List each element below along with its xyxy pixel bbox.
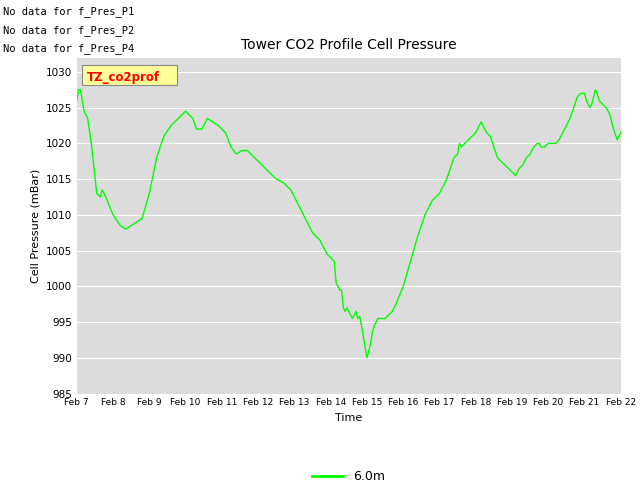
Text: No data for f_Pres_P2: No data for f_Pres_P2: [3, 24, 134, 36]
Y-axis label: Cell Pressure (mBar): Cell Pressure (mBar): [30, 168, 40, 283]
Legend: 6.0m: 6.0m: [307, 465, 390, 480]
X-axis label: Time: Time: [335, 413, 362, 423]
Text: TZ_co2prof: TZ_co2prof: [86, 71, 159, 84]
Text: No data for f_Pres_P1: No data for f_Pres_P1: [3, 6, 134, 17]
Text: No data for f_Pres_P4: No data for f_Pres_P4: [3, 43, 134, 54]
Title: Tower CO2 Profile Cell Pressure: Tower CO2 Profile Cell Pressure: [241, 38, 456, 52]
